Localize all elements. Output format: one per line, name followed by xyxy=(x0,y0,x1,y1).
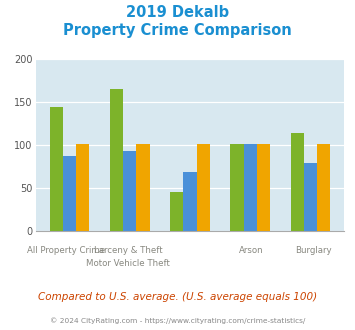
Legend: Dekalb, Illinois, National: Dekalb, Illinois, National xyxy=(58,326,322,330)
Bar xyxy=(317,144,330,231)
Text: © 2024 CityRating.com - https://www.cityrating.com/crime-statistics/: © 2024 CityRating.com - https://www.city… xyxy=(50,317,305,324)
Bar xyxy=(257,144,270,231)
Text: Larceny & Theft: Larceny & Theft xyxy=(94,246,163,255)
Bar xyxy=(136,144,149,231)
Bar xyxy=(244,144,257,231)
Text: Burglary: Burglary xyxy=(295,246,332,255)
Bar xyxy=(50,107,63,231)
Bar xyxy=(230,144,244,231)
Bar xyxy=(123,151,136,231)
Bar xyxy=(290,133,304,231)
Bar xyxy=(183,172,197,231)
Text: Compared to U.S. average. (U.S. average equals 100): Compared to U.S. average. (U.S. average … xyxy=(38,292,317,302)
Bar xyxy=(76,144,89,231)
Bar xyxy=(63,156,76,231)
Bar xyxy=(110,89,123,231)
Bar xyxy=(304,163,317,231)
Bar xyxy=(197,144,210,231)
Bar xyxy=(170,191,183,231)
Text: Property Crime Comparison: Property Crime Comparison xyxy=(63,23,292,38)
Text: All Property Crime: All Property Crime xyxy=(27,246,105,255)
Text: Motor Vehicle Theft: Motor Vehicle Theft xyxy=(86,259,170,268)
Text: 2019 Dekalb: 2019 Dekalb xyxy=(126,5,229,20)
Text: Arson: Arson xyxy=(239,246,264,255)
